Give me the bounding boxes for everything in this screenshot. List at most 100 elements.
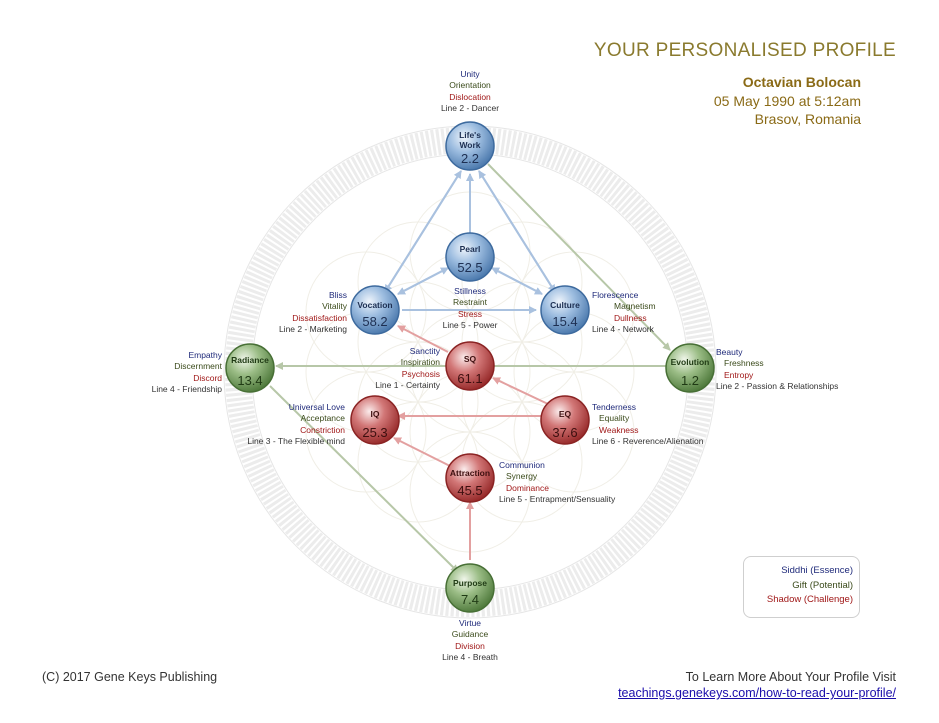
gift-text: Freshness (724, 358, 764, 369)
gift-text: Synergy (506, 471, 538, 482)
shadow-text: Psychosis (401, 368, 440, 379)
shadow-text: Weakness (599, 424, 639, 435)
line-text: Line 2 - Dancer (440, 102, 500, 113)
culture-keys: Florescence Magnetism Dullness Line 4 - … (592, 290, 692, 335)
siddhi-text: Sanctity (409, 346, 440, 356)
line-text: Line 2 - Passion & Relationships (716, 380, 839, 391)
line-text: Line 4 - Breath (442, 651, 498, 662)
gift-text: Equality (599, 413, 630, 424)
lifes-work-label-2: Work (459, 140, 480, 150)
siddhi-text: Unity (460, 69, 480, 79)
evolution-keys: Beauty Freshness Entropy Line 2 - Passio… (716, 347, 856, 392)
sphere-vocation[interactable] (350, 285, 400, 335)
culture-label: Culture (550, 300, 580, 310)
pearl-keys: Stillness Restraint Stress Line 5 - Powe… (420, 286, 520, 331)
line-text: Line 3 - The Flexible mind (247, 435, 345, 446)
gift-text: Acceptance (300, 413, 345, 424)
gift-text: Orientation (449, 80, 491, 91)
eq-label: EQ (559, 409, 572, 419)
siddhi-text: Bliss (329, 290, 347, 300)
copyright-text: (C) 2017 Gene Keys Publishing (42, 670, 218, 684)
gift-text: Magnetism (614, 301, 656, 312)
shadow-text: Dullness (614, 312, 647, 323)
shadow-text: Division (455, 640, 485, 651)
siddhi-text: Universal Love (288, 402, 345, 412)
pearl-label: Pearl (460, 244, 481, 254)
radiance-keys: Empathy Discernment Discord Line 4 - Fri… (130, 350, 222, 395)
sphere-pearl[interactable] (445, 232, 495, 282)
line-text: Line 1 - Certainty (375, 379, 440, 390)
venus-sequence-lines (393, 325, 549, 560)
purpose-label: Purpose (453, 578, 487, 588)
line-text: Line 2 - Marketing (278, 323, 347, 334)
learn-more-text: To Learn More About Your Profile Visit (685, 670, 896, 684)
attraction-label: Attraction (450, 468, 490, 478)
sphere-eq[interactable] (540, 395, 590, 445)
shadow-text: Constriction (300, 424, 345, 435)
iq-label: IQ (371, 409, 380, 419)
gift-text: Restraint (452, 297, 487, 308)
birth-place: Brasov, Romania (754, 111, 861, 127)
line-text: Line 4 - Network (592, 323, 654, 334)
evolution-label: Evolution (671, 357, 710, 367)
line-text: Line 5 - Entrapment/Sensuality (499, 493, 616, 504)
evolution-value: 1.2 (681, 373, 699, 388)
shadow-text: Dissatisfaction (292, 312, 347, 323)
radiance-value: 13.4 (237, 373, 262, 388)
sq-keys: Sanctity Inspiration Psychosis Line 1 - … (350, 346, 440, 391)
siddhi-text: Communion (499, 460, 545, 470)
purpose-keys: Virtue Guidance Division Line 4 - Breath (420, 618, 520, 663)
sphere-iq[interactable] (350, 395, 400, 445)
shadow-text: Dislocation (449, 91, 491, 102)
iq-keys: Universal Love Acceptance Constriction L… (230, 402, 345, 447)
sphere-purpose[interactable] (445, 563, 495, 613)
profile-guide-link[interactable]: teachings.genekeys.com/how-to-read-your-… (618, 686, 896, 700)
lifes-work-keys: Unity Orientation Dislocation Line 2 - D… (420, 69, 520, 114)
radiance-label: Radiance (231, 355, 269, 365)
shadow-text: Entropy (724, 369, 754, 380)
purpose-value: 7.4 (461, 592, 479, 607)
sphere-radiance[interactable] (225, 343, 275, 393)
sphere-evolution[interactable] (665, 343, 715, 393)
line-text: Line 4 - Friendship (151, 383, 222, 394)
sphere-texts: Life's Work 2.2 Pearl 52.5 Vocation 58.2… (231, 130, 709, 607)
legend-shadow: Shadow (Challenge) (766, 594, 853, 605)
birth-date-time: 05 May 1990 at 5:12am (713, 93, 861, 109)
eq-keys: Tenderness Equality Weakness Line 6 - Re… (592, 402, 712, 447)
sphere-culture[interactable] (540, 285, 590, 335)
shadow-text: Dominance (506, 482, 549, 493)
sq-value: 61.1 (457, 371, 482, 386)
siddhi-text: Beauty (716, 347, 743, 357)
culture-value: 15.4 (552, 314, 577, 329)
siddhi-text: Virtue (458, 618, 482, 628)
line-text: Line 5 - Power (442, 319, 498, 330)
gift-text: Discernment (174, 361, 222, 372)
pearl-value: 52.5 (457, 260, 482, 275)
lifes-work-value: 2.2 (461, 151, 479, 166)
activation-sequence-lines (384, 170, 556, 314)
shadow-text: Stress (457, 308, 483, 319)
line-text: Line 6 - Reverence/Alienation (592, 435, 704, 446)
profile-name: Octavian Bolocan (742, 74, 861, 90)
legend-siddhi: Siddhi (Essence) (781, 565, 853, 576)
vocation-label: Vocation (357, 300, 392, 310)
sphere-attraction[interactable] (445, 453, 495, 503)
siddhi-text: Florescence (592, 290, 639, 300)
attraction-keys: Communion Synergy Dominance Line 5 - Ent… (499, 460, 629, 505)
sphere-lifes-work[interactable] (445, 121, 495, 171)
legend-gift: Gift (Potential) (792, 580, 853, 591)
sphere-sq[interactable] (445, 341, 495, 391)
spheres (225, 121, 715, 613)
shadow-text: Discord (193, 372, 222, 383)
attraction-value: 45.5 (457, 483, 482, 498)
gift-text: Guidance (451, 629, 489, 640)
page-title: YOUR PERSONALISED PROFILE (593, 40, 896, 61)
vocation-value: 58.2 (362, 314, 387, 329)
siddhi-text: Tenderness (592, 402, 636, 412)
gift-text: Inspiration (400, 357, 440, 368)
gift-text: Vitality (322, 301, 347, 312)
siddhi-text: Empathy (188, 350, 222, 360)
legend: Siddhi (Essence) Gift (Potential) Shadow… (743, 556, 860, 618)
sq-label: SQ (464, 354, 477, 364)
